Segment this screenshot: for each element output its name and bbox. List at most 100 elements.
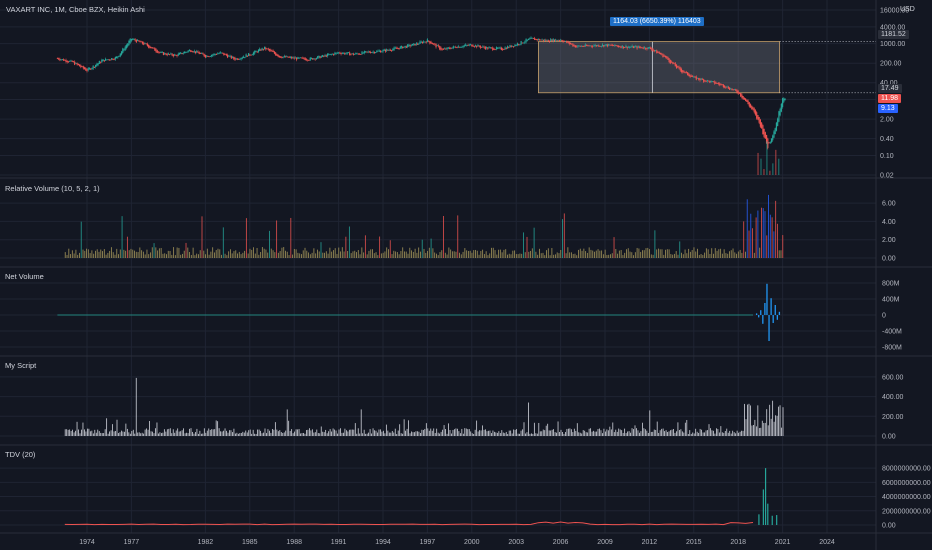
price-candle xyxy=(604,44,606,46)
price-candle xyxy=(114,57,116,60)
script-bar xyxy=(79,433,81,436)
script-bar xyxy=(599,428,600,436)
script-bar xyxy=(152,431,153,436)
script-bar xyxy=(665,430,667,436)
price-candle xyxy=(315,58,317,60)
relative-volume-bar xyxy=(302,250,304,258)
time-tick-label: 1994 xyxy=(375,539,391,546)
script-bar xyxy=(646,430,648,436)
price-candle xyxy=(138,40,140,42)
price-candle xyxy=(500,47,502,50)
script-bar xyxy=(165,431,167,436)
price-candle xyxy=(222,52,224,54)
price-candle xyxy=(547,40,549,42)
script-bar xyxy=(559,431,560,436)
script-bar xyxy=(525,433,526,436)
script-bar xyxy=(612,422,614,436)
script-bar xyxy=(150,431,152,436)
script-bar xyxy=(390,432,392,436)
my-script-pane[interactable] xyxy=(64,377,784,436)
net-volume-pane[interactable] xyxy=(57,283,781,341)
script-bar xyxy=(383,430,384,436)
relative-volume-bar xyxy=(597,249,599,258)
script-bar xyxy=(208,428,210,436)
price-candle xyxy=(58,58,60,60)
price-candle xyxy=(705,80,707,82)
script-bar xyxy=(276,429,278,436)
script-bar xyxy=(311,429,313,436)
script-bar xyxy=(255,433,257,436)
relative-volume-bar xyxy=(71,250,73,258)
relative-volume-bar xyxy=(231,253,233,258)
script-bar xyxy=(723,432,725,436)
script-bar xyxy=(189,428,190,436)
price-pane[interactable] xyxy=(56,36,876,175)
script-bar xyxy=(332,428,334,436)
time-axis[interactable]: 1974 1977 1982 1985 1988 1991 1994 1997 2000 2003… xyxy=(79,539,835,546)
script-bar xyxy=(98,431,100,436)
price-candle xyxy=(752,107,754,110)
script-bar xyxy=(563,433,565,436)
tdv-pane[interactable] xyxy=(64,468,778,526)
price-candle xyxy=(468,44,470,46)
relative-volume-bar xyxy=(86,248,88,258)
relative-volume-bar xyxy=(435,253,437,258)
price-candle xyxy=(568,41,570,44)
price-candle xyxy=(329,53,331,55)
relative-volume-bar xyxy=(240,254,242,258)
price-candle xyxy=(277,54,279,57)
relative-volume-bar xyxy=(570,252,572,258)
relative-volume-bar xyxy=(167,250,169,258)
price-candle xyxy=(280,56,282,58)
price-candle xyxy=(465,44,467,46)
price-candle xyxy=(333,53,335,55)
price-candle xyxy=(120,51,123,55)
relative-volume-bar xyxy=(576,255,578,258)
script-bar xyxy=(489,430,491,436)
price-candle xyxy=(621,45,623,48)
price-candle xyxy=(314,58,316,60)
relative-volume-bar xyxy=(670,254,672,258)
price-candle xyxy=(717,83,720,85)
relative-volume-bar xyxy=(98,251,100,258)
relative-volume-bar xyxy=(281,247,283,258)
price-candle xyxy=(162,52,165,56)
price-candle xyxy=(101,60,103,63)
price-candle xyxy=(488,47,490,49)
price-candle xyxy=(746,99,748,102)
price-candle xyxy=(128,41,130,46)
price-candle xyxy=(614,44,616,46)
relative-volume-bar xyxy=(201,216,203,258)
script-bar xyxy=(618,428,620,436)
price-candle xyxy=(183,51,186,54)
script-bar xyxy=(763,422,765,436)
price-candle xyxy=(527,38,530,41)
price-candle xyxy=(675,64,678,68)
relative-volume-bar xyxy=(198,254,199,258)
price-candle xyxy=(457,46,459,48)
script-bar xyxy=(309,428,310,436)
relative-volume-pane[interactable] xyxy=(64,194,784,258)
script-bar xyxy=(254,433,256,436)
relative-volume-bar xyxy=(309,254,311,258)
script-bar xyxy=(781,427,782,436)
relative-volume-bar xyxy=(396,252,398,258)
price-candle xyxy=(172,54,174,57)
script-bar xyxy=(437,432,439,436)
relative-volume-bar xyxy=(180,254,182,258)
relative-volume-bar xyxy=(430,238,432,258)
price-candle xyxy=(272,50,274,53)
relative-volume-bar xyxy=(77,254,79,258)
script-bar xyxy=(252,429,254,436)
script-bar xyxy=(615,429,617,436)
price-candle xyxy=(122,48,124,53)
script-bar xyxy=(116,419,118,436)
relative-volume-bar xyxy=(467,250,469,258)
price-candle xyxy=(413,43,415,45)
relative-volume-bar xyxy=(578,249,579,258)
price-axis[interactable]: 16000.004000.001000.00200.0040.0010.002.… xyxy=(880,8,931,530)
price-candle xyxy=(297,57,299,59)
price-candle xyxy=(239,59,241,60)
price-candle xyxy=(641,47,643,49)
